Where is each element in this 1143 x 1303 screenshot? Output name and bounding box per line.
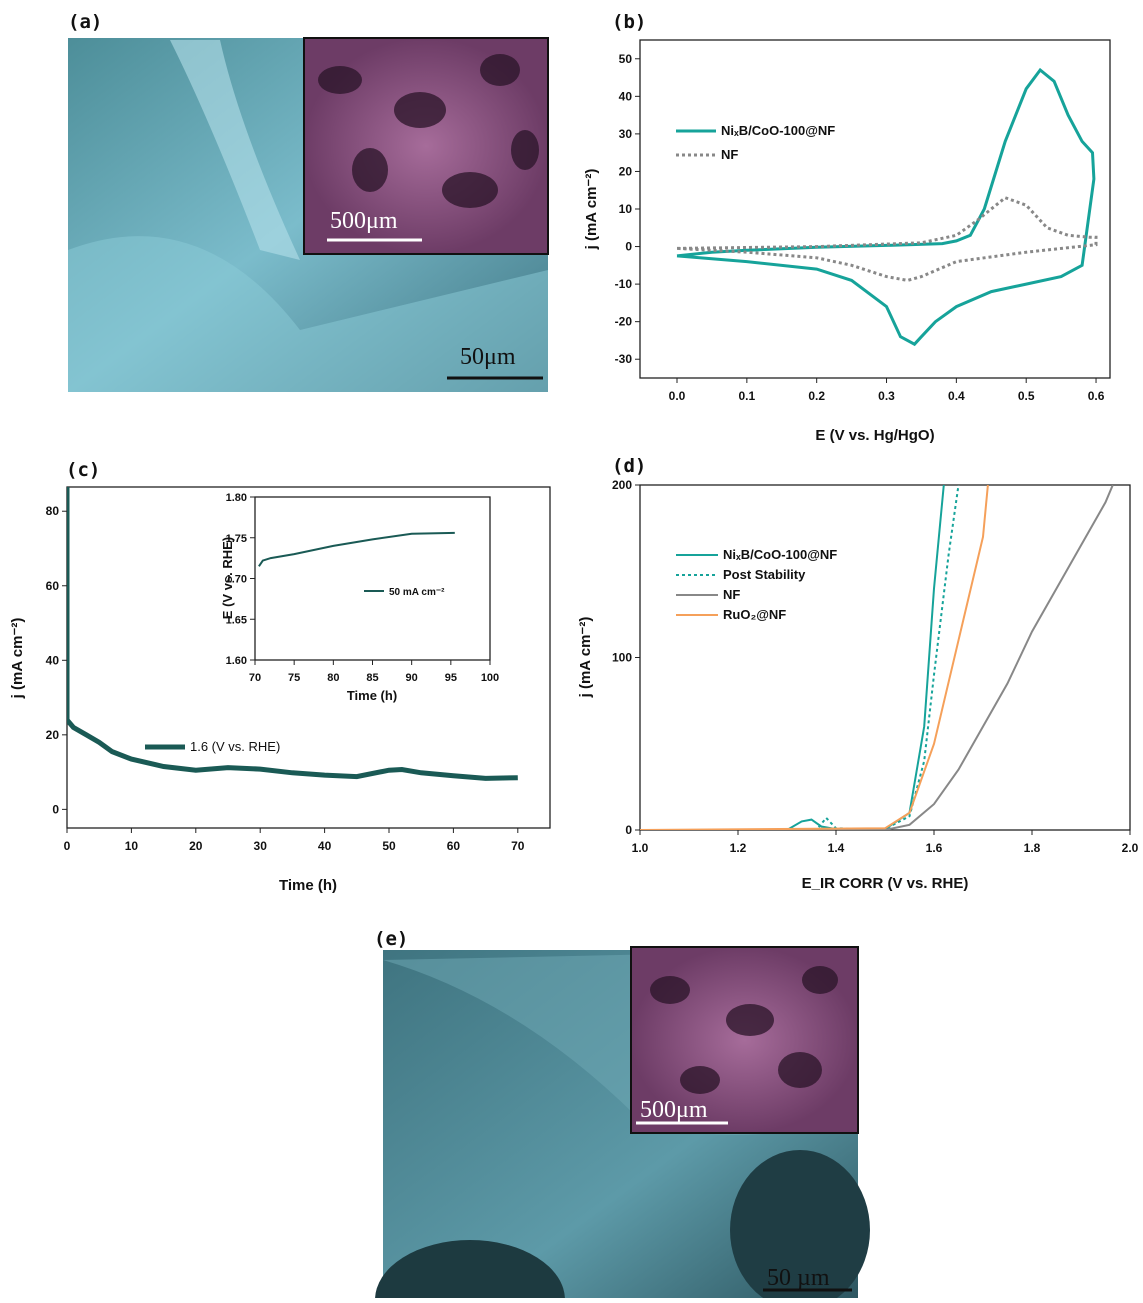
y-tick-label: 0 xyxy=(625,823,632,837)
sem-image-a xyxy=(68,37,549,392)
series-line xyxy=(640,485,989,830)
y-tick-label: -20 xyxy=(615,315,633,329)
inset-scale-bar: 500μm xyxy=(640,1097,708,1123)
x-tick-label: 0.5 xyxy=(1018,389,1035,403)
series-line xyxy=(676,196,1098,282)
y-tick-label: 1.80 xyxy=(226,492,247,504)
chart: 70 75 80 85 90 95 100 1.60 1.65 1.70 1.75 1.80 Time … xyxy=(220,492,499,703)
legend-label: Post Stability xyxy=(723,567,806,582)
y-axis-label: j (mA cm⁻²) xyxy=(9,618,26,700)
x-tick-label: 40 xyxy=(318,839,332,853)
x-tick-label: 0 xyxy=(64,839,71,853)
scale-bar: 50 µm xyxy=(767,1265,830,1291)
y-tick-label: 200 xyxy=(612,478,632,492)
y-tick-label: 1.60 xyxy=(226,655,247,667)
panel-label: (e) xyxy=(374,928,408,950)
series-line xyxy=(258,531,455,567)
sem-image-e xyxy=(375,946,870,1303)
y-tick-label: 1.75 xyxy=(226,533,247,545)
y-tick-label: 40 xyxy=(46,653,60,667)
x-tick-label: 0.2 xyxy=(808,389,825,403)
x-tick-label: 70 xyxy=(249,672,261,684)
x-tick-label: 20 xyxy=(189,839,203,853)
y-axis-label: j (mA cm⁻²) xyxy=(577,617,594,699)
legend-label: NF xyxy=(721,147,738,162)
x-axis-label: E_IR CORR (V vs. RHE) xyxy=(802,875,969,892)
y-tick-label: 10 xyxy=(619,202,633,216)
x-axis-label: Time (h) xyxy=(279,877,337,894)
x-tick-label: 85 xyxy=(366,672,378,684)
legend-label: 50 mA cm⁻² xyxy=(389,587,445,598)
y-tick-label: 1.70 xyxy=(226,574,247,586)
x-tick-label: 50 xyxy=(382,839,396,853)
x-tick-label: 75 xyxy=(288,672,300,684)
y-tick-label: 0 xyxy=(625,240,632,254)
x-tick-label: 1.6 xyxy=(926,841,943,855)
plot-frame xyxy=(254,496,491,661)
x-tick-label: 0.4 xyxy=(948,389,965,403)
y-tick-label: 60 xyxy=(46,579,60,593)
x-tick-label: 80 xyxy=(327,672,339,684)
y-tick-label: 30 xyxy=(619,127,633,141)
chart: 1.0 1.2 1.4 1.6 1.8 2.0 0 100 200 E_IR CORR (V vs… xyxy=(577,455,1139,892)
x-tick-label: 0.6 xyxy=(1088,389,1105,403)
y-tick-label: 0 xyxy=(52,802,59,816)
panel-label: (d) xyxy=(612,455,646,477)
legend-label: RuO₂@NF xyxy=(723,607,786,622)
y-tick-label: 20 xyxy=(46,728,60,742)
legend-label: 1.6 (V vs. RHE) xyxy=(190,739,280,754)
x-tick-label: 1.8 xyxy=(1024,841,1041,855)
plot-frame xyxy=(639,484,1131,831)
x-tick-label: 1.2 xyxy=(730,841,747,855)
y-axis-label: j (mA cm⁻²) xyxy=(583,169,600,251)
panel-label: (c) xyxy=(66,459,100,481)
y-tick-label: 80 xyxy=(46,504,60,518)
x-axis-label: E (V vs. Hg/HgO) xyxy=(815,427,934,444)
x-tick-label: 0.0 xyxy=(669,389,686,403)
scale-bar: 50μm xyxy=(460,344,516,370)
x-tick-label: 1.0 xyxy=(632,841,649,855)
plot-frame xyxy=(639,39,1111,379)
x-tick-label: 100 xyxy=(481,672,499,684)
y-tick-label: 50 xyxy=(619,52,633,66)
inset-scale-bar: 500μm xyxy=(330,208,398,234)
x-tick-label: 0.1 xyxy=(739,389,756,403)
y-tick-label: -10 xyxy=(615,277,633,291)
legend-label: NiₓB/CoO-100@NF xyxy=(721,123,835,138)
series-line xyxy=(640,485,960,830)
x-tick-label: 1.4 xyxy=(828,841,845,855)
legend-label: NF xyxy=(723,587,740,602)
series-line xyxy=(67,487,518,781)
y-tick-label: 40 xyxy=(619,89,633,103)
x-tick-label: 60 xyxy=(447,839,461,853)
x-tick-label: 95 xyxy=(445,672,457,684)
series-line xyxy=(640,485,1114,830)
x-tick-label: 10 xyxy=(125,839,139,853)
x-tick-label: 0.3 xyxy=(878,389,895,403)
x-axis-label: Time (h) xyxy=(347,688,397,703)
x-tick-label: 30 xyxy=(254,839,268,853)
chart: 0.0 0.1 0.2 0.3 0.4 0.5 0.6 -30 -20 -10 0 10 20 30 40 5… xyxy=(583,11,1111,444)
panel-label: (b) xyxy=(612,11,646,33)
y-tick-label: -30 xyxy=(615,352,633,366)
panel-label: (a) xyxy=(68,11,102,33)
y-axis-label: E (V vs. RHE) xyxy=(220,537,235,619)
y-tick-label: 1.65 xyxy=(226,614,247,626)
x-tick-label: 90 xyxy=(406,672,418,684)
series-line xyxy=(676,67,1096,347)
x-tick-label: 2.0 xyxy=(1122,841,1139,855)
x-tick-label: 70 xyxy=(511,839,525,853)
y-tick-label: 100 xyxy=(612,651,632,665)
legend-label: NiₓB/CoO-100@NF xyxy=(723,547,837,562)
y-tick-label: 20 xyxy=(619,164,633,178)
